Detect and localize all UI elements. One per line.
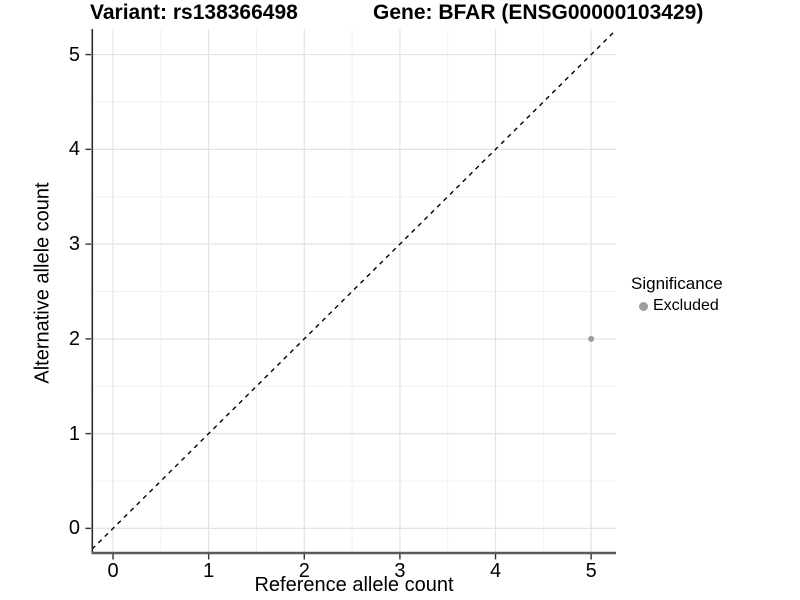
plot-title-variant: Variant: rs138366498 [90,1,298,24]
plot-panel [85,29,617,560]
x-tick-label: 2 [298,560,310,582]
identity-reference-line [91,29,617,550]
legend-item: Excluded [631,296,723,316]
plot-title-gene: Gene: BFAR (ENSG00000103429) [373,1,704,24]
legend-item-label: Excluded [653,297,719,314]
legend-key-dot-icon [639,301,648,311]
y-tick-label: 3 [68,233,80,256]
x-tick-label: 4 [489,560,502,582]
x-axis-title: Reference allele count [254,574,454,596]
y-tick-label: 4 [68,138,80,161]
legend-title: Significance [631,274,723,293]
y-axis-title: Alternative allele count [31,182,54,384]
legend-items: Excluded [631,296,723,316]
x-tick-label: 0 [107,560,119,582]
data-point [588,335,595,342]
y-tick-label: 2 [68,327,80,350]
y-tick-label: 5 [68,43,80,66]
x-tick-label: 1 [203,560,215,582]
x-tick-label: 3 [394,560,406,582]
legend: Significance Excluded [631,273,723,316]
y-tick-label: 1 [68,422,80,445]
y-tick-label: 0 [68,517,80,540]
x-tick-label: 5 [585,560,597,582]
